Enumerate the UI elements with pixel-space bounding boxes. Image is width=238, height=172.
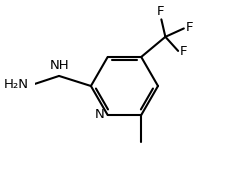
Text: F: F (186, 21, 193, 34)
Text: H₂N: H₂N (4, 78, 29, 92)
Text: F: F (180, 45, 188, 58)
Text: N: N (95, 108, 104, 121)
Text: F: F (157, 5, 164, 18)
Text: NH: NH (50, 59, 70, 72)
